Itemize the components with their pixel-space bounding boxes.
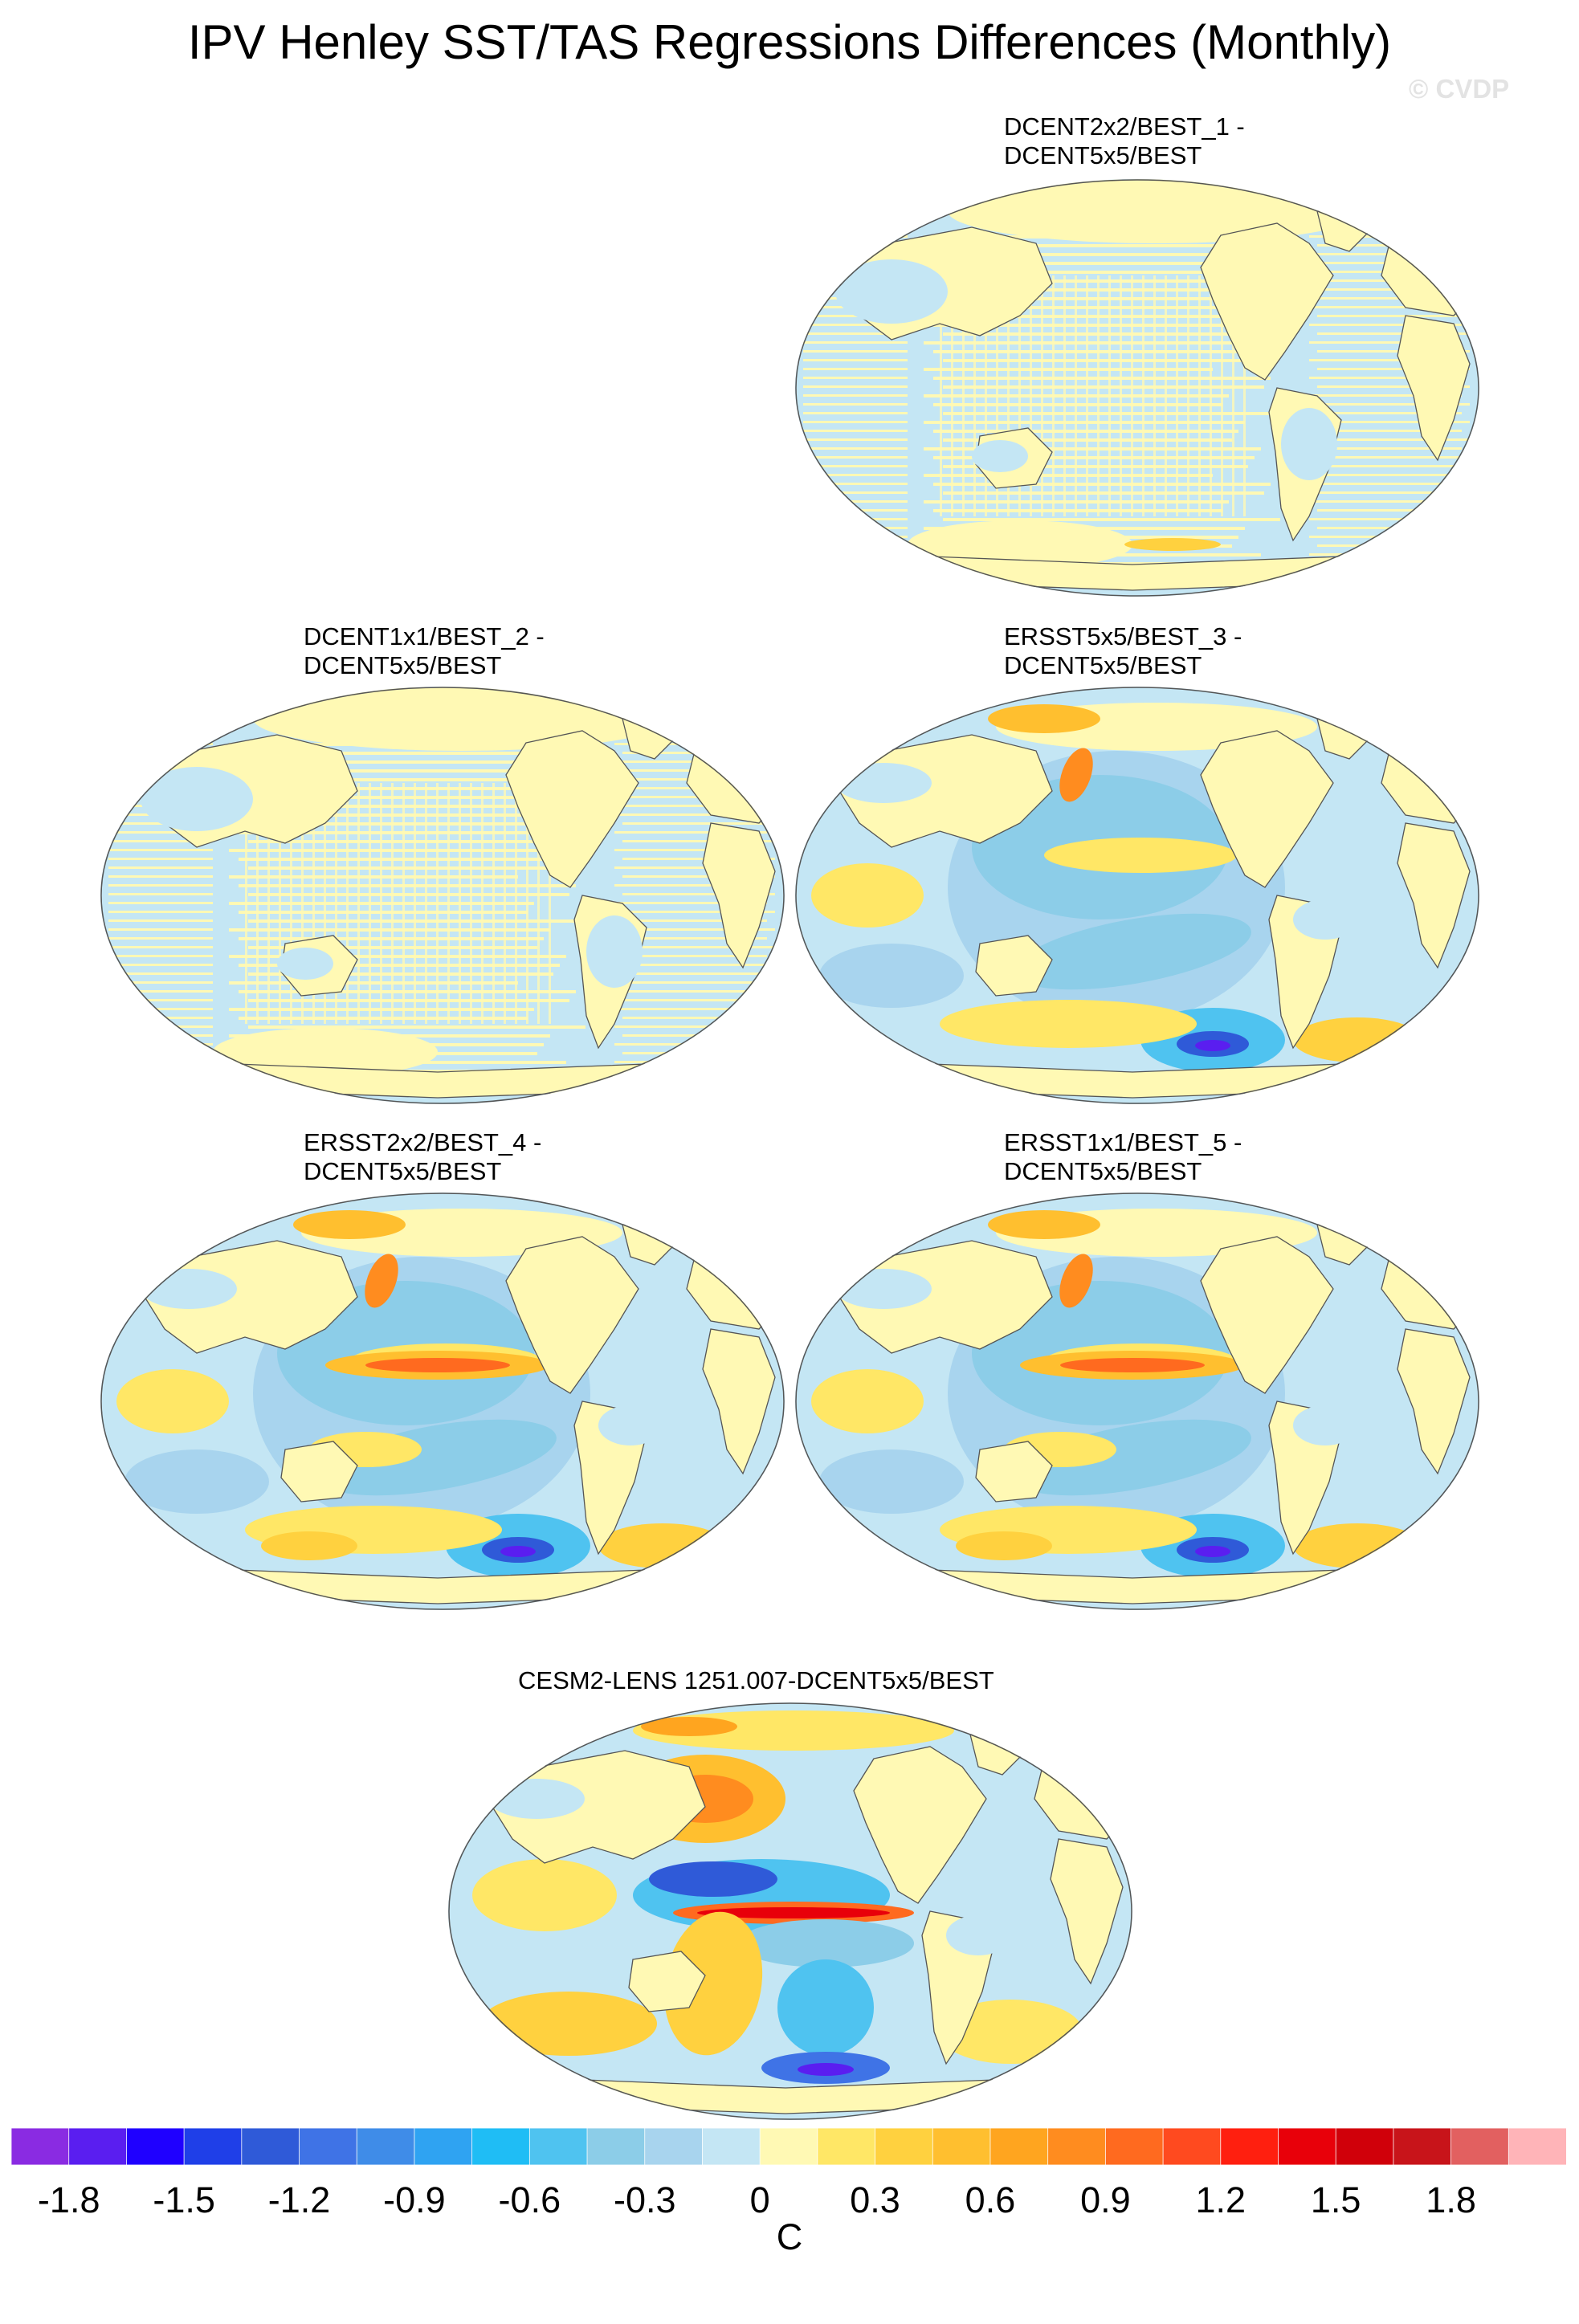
colorbar-swatch <box>471 2128 531 2165</box>
panel-title: DCENT1x1/BEST_2 - DCENT5x5/BEST <box>304 622 545 679</box>
colorbar-tick-label: 0.6 <box>965 2179 1016 2220</box>
colorbar-swatch <box>241 2128 300 2165</box>
colorbar-swatch <box>299 2128 358 2165</box>
world-map-panel <box>100 687 785 1104</box>
colorbar-swatch <box>586 2128 646 2165</box>
colorbar-tick-label: 0.3 <box>850 2179 900 2220</box>
world-map-panel <box>795 179 1479 597</box>
colorbar-swatch <box>528 2128 588 2165</box>
colorbar-swatch <box>817 2128 876 2165</box>
colorbar-swatch <box>1335 2128 1394 2165</box>
colorbar-unit: C <box>776 2216 803 2257</box>
colorbar-tick-label: -0.3 <box>613 2179 676 2220</box>
colorbar-swatch <box>989 2128 1049 2165</box>
colorbar-swatch <box>1508 2128 1566 2165</box>
world-map-panel <box>100 1193 785 1610</box>
colorbar-swatch <box>1393 2128 1452 2165</box>
colorbar-swatch <box>932 2128 991 2165</box>
colorbar-swatch <box>414 2128 473 2165</box>
colorbar-tick-label: -1.5 <box>153 2179 215 2220</box>
colorbar-swatch <box>1220 2128 1279 2165</box>
colorbar-swatch <box>68 2128 128 2165</box>
colorbar-tick-label: 0.9 <box>1080 2179 1131 2220</box>
colorbar-swatch <box>1047 2128 1107 2165</box>
world-map-panel <box>795 687 1479 1104</box>
colorbar-tick-label: 1.5 <box>1310 2179 1361 2220</box>
colorbar-swatch <box>1450 2128 1510 2165</box>
cvdp-watermark: © CVDP <box>1409 74 1510 104</box>
colorbar-swatch <box>11 2128 70 2165</box>
panel-title: ERSST2x2/BEST_4 - DCENT5x5/BEST <box>304 1128 542 1185</box>
panel-title: CESM2-LENS 1251.007-DCENT5x5/BEST <box>518 1666 994 1694</box>
colorbar-swatch <box>875 2128 934 2165</box>
colorbar-tick-label: -0.6 <box>498 2179 561 2220</box>
colorbar-swatch <box>1162 2128 1222 2165</box>
colorbar-swatch <box>644 2128 704 2165</box>
colorbar-tick-label: -0.9 <box>383 2179 446 2220</box>
panel-title: ERSST1x1/BEST_5 - DCENT5x5/BEST <box>1004 1128 1242 1185</box>
colorbar-swatch <box>183 2128 243 2165</box>
panel-title: DCENT2x2/BEST_1 - DCENT5x5/BEST <box>1004 112 1245 169</box>
world-map-panel <box>795 1193 1479 1610</box>
colorbar-tick-label: 0 <box>749 2179 770 2220</box>
colorbar-tick-label: -1.8 <box>37 2179 100 2220</box>
figure-title: IPV Henley SST/TAS Regressions Differenc… <box>187 15 1392 69</box>
colorbar-swatch <box>1278 2128 1337 2165</box>
colorbar <box>11 2128 1566 2165</box>
colorbar-swatch <box>759 2128 818 2165</box>
colorbar-swatch <box>126 2128 186 2165</box>
colorbar-swatch <box>356 2128 415 2165</box>
world-map-panel <box>448 1702 1132 2120</box>
colorbar-swatch <box>702 2128 761 2165</box>
panel-title: ERSST5x5/BEST_3 - DCENT5x5/BEST <box>1004 622 1242 679</box>
colorbar-swatch <box>1104 2128 1164 2165</box>
colorbar-tick-label: -1.2 <box>267 2179 331 2220</box>
colorbar-tick-label: 1.2 <box>1195 2179 1246 2220</box>
colorbar-tick-label: 1.8 <box>1426 2179 1476 2220</box>
